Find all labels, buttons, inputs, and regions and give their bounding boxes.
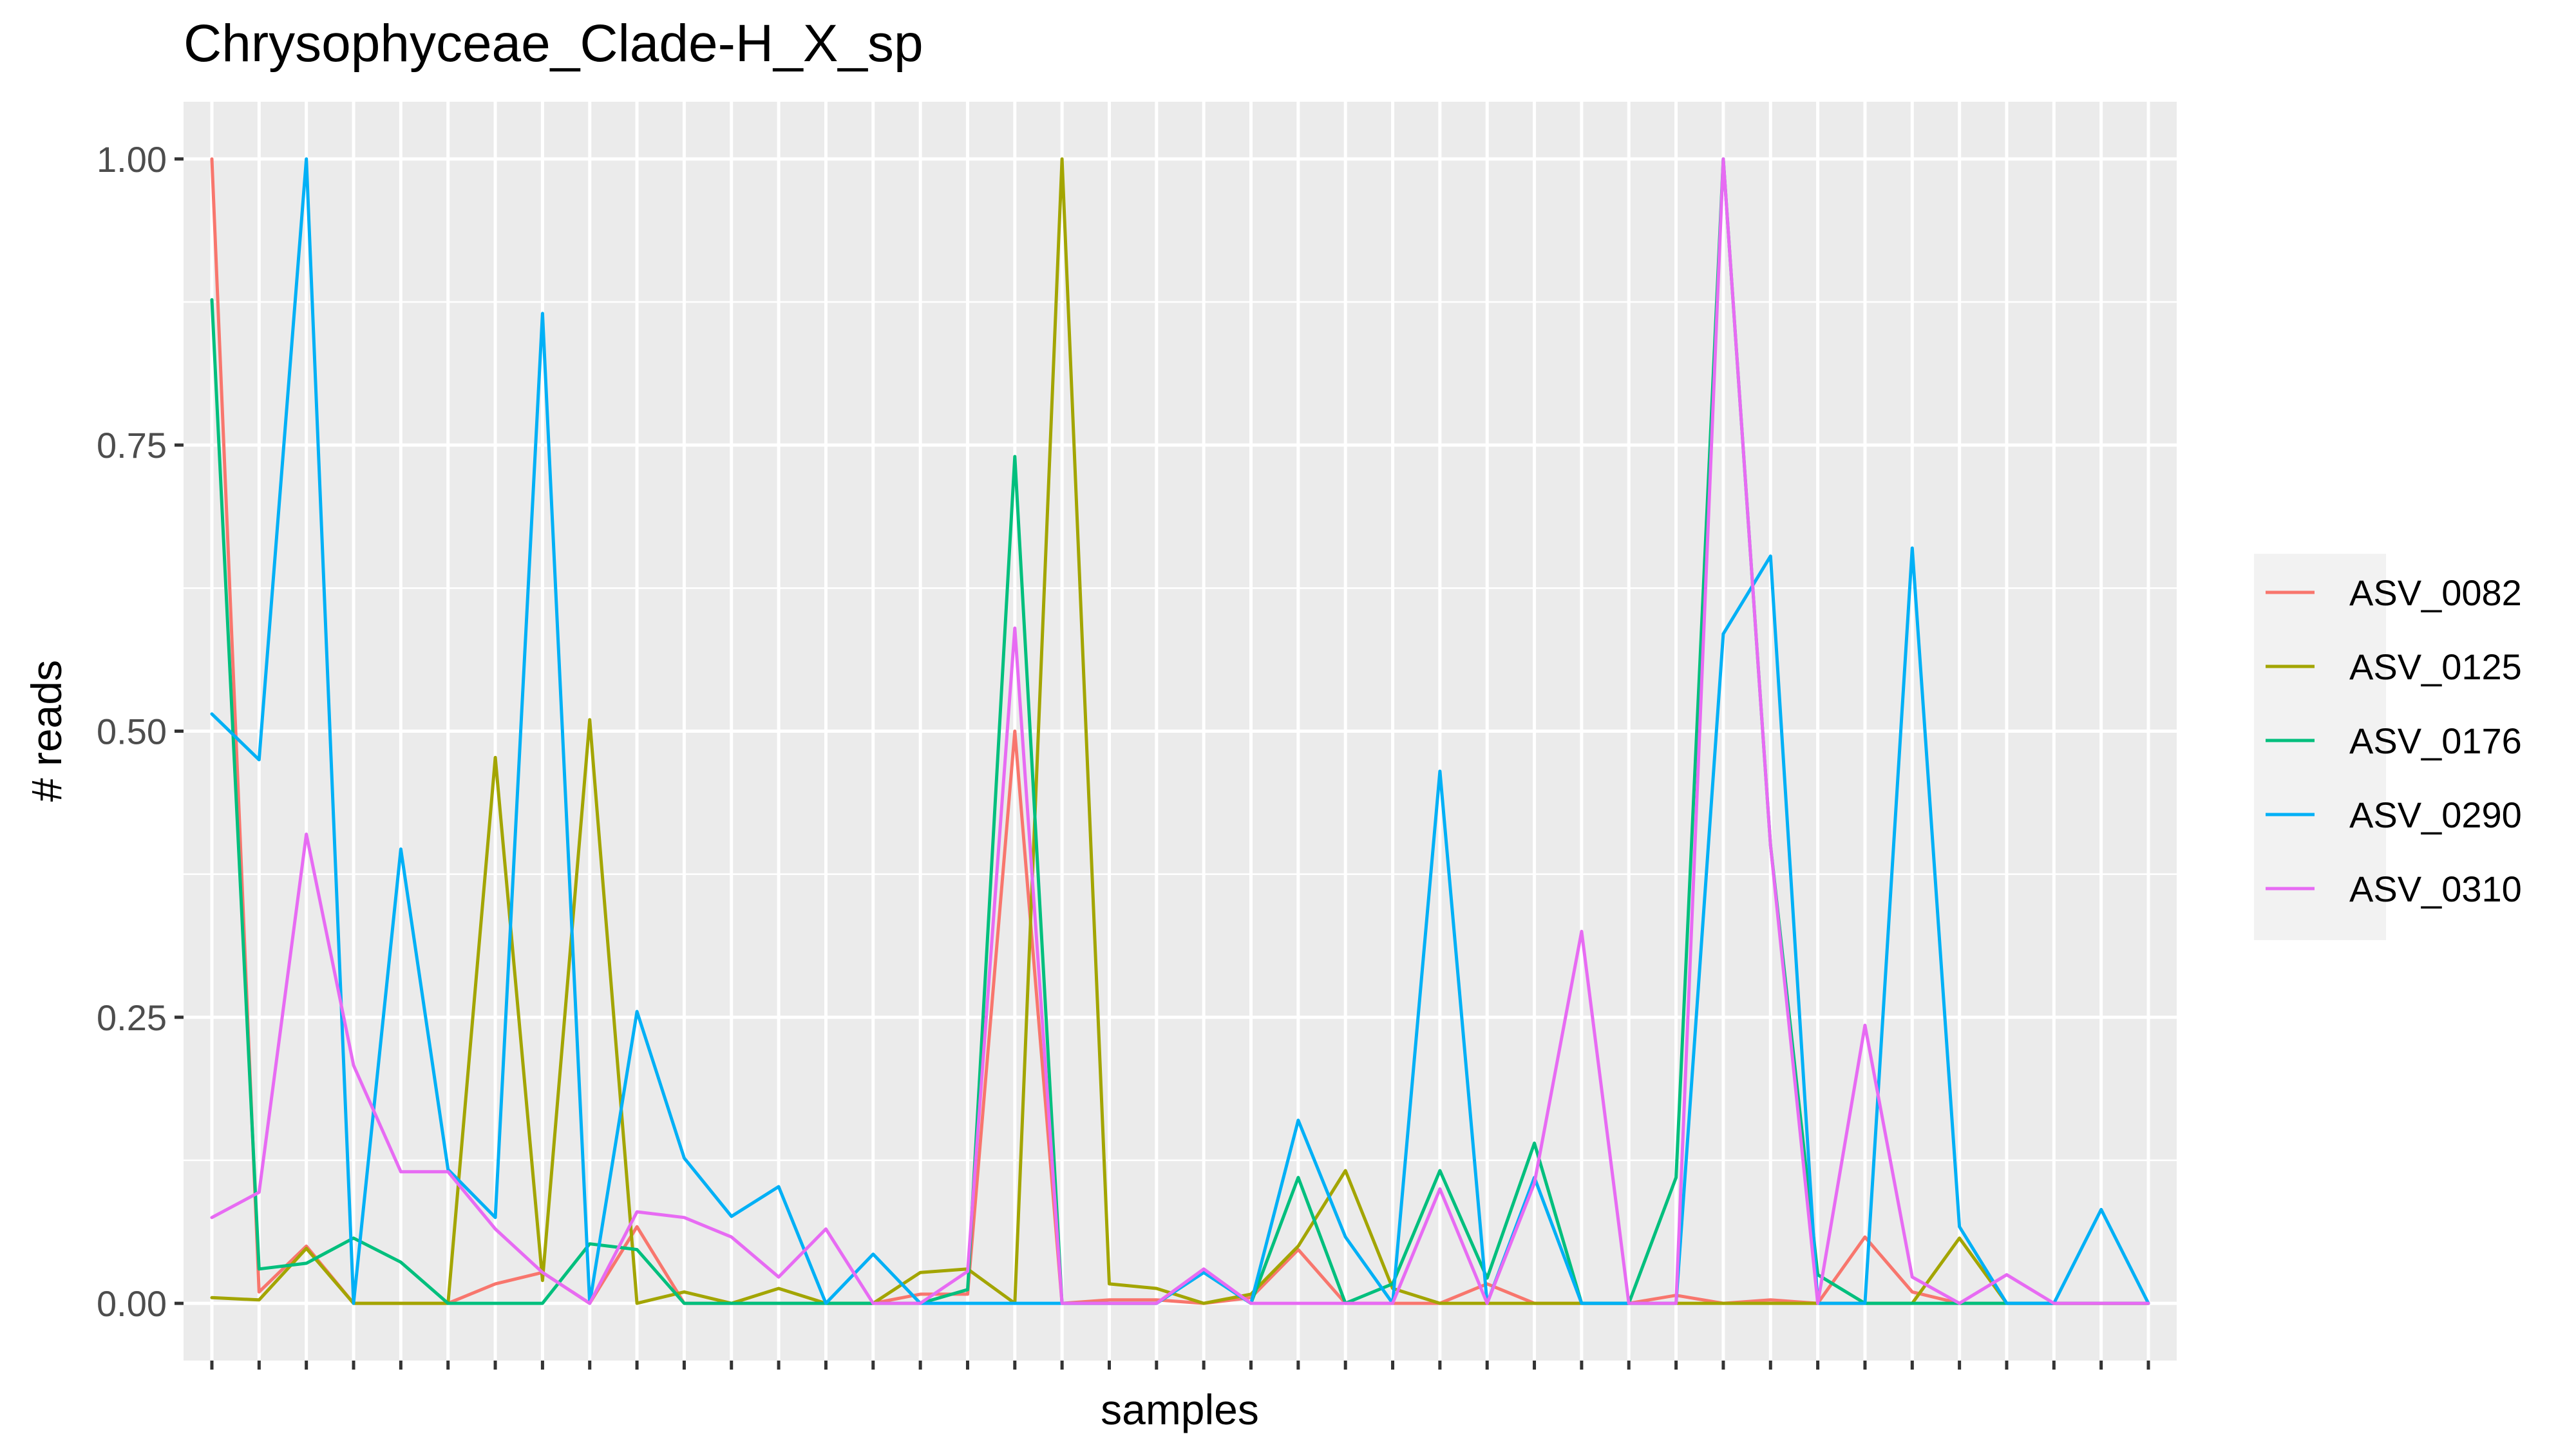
y-tick-label: 0.75: [97, 425, 167, 466]
y-tick-label: 1.00: [97, 139, 167, 180]
y-axis: 0.00 0.25 0.50 0.75 1.00: [97, 139, 184, 1324]
y-axis-label: # reads: [23, 660, 70, 802]
x-axis: [210, 1361, 2150, 1370]
series-lines: [210, 157, 2150, 1305]
y-tick-label: 0.25: [97, 997, 167, 1038]
legend-label: ASV_0125: [2349, 646, 2522, 687]
legend-label: ASV_0176: [2349, 721, 2522, 761]
series-line-asv_0082: [210, 157, 2150, 1305]
legend-label: ASV_0082: [2349, 572, 2522, 613]
y-tick-label: 0.00: [97, 1283, 167, 1324]
legend-label: ASV_0310: [2349, 869, 2522, 909]
legend-label: ASV_0290: [2349, 795, 2522, 835]
series-line-asv_0310: [210, 157, 2150, 1305]
x-axis-label: samples: [1101, 1386, 1259, 1433]
chart-title: Chrysophyceae_Clade-H_X_sp: [184, 14, 923, 73]
y-tick-label: 0.50: [97, 712, 167, 752]
legend: ASV_0082 ASV_0125 ASV_0176 ASV_0290 ASV_0310: [2254, 554, 2522, 940]
